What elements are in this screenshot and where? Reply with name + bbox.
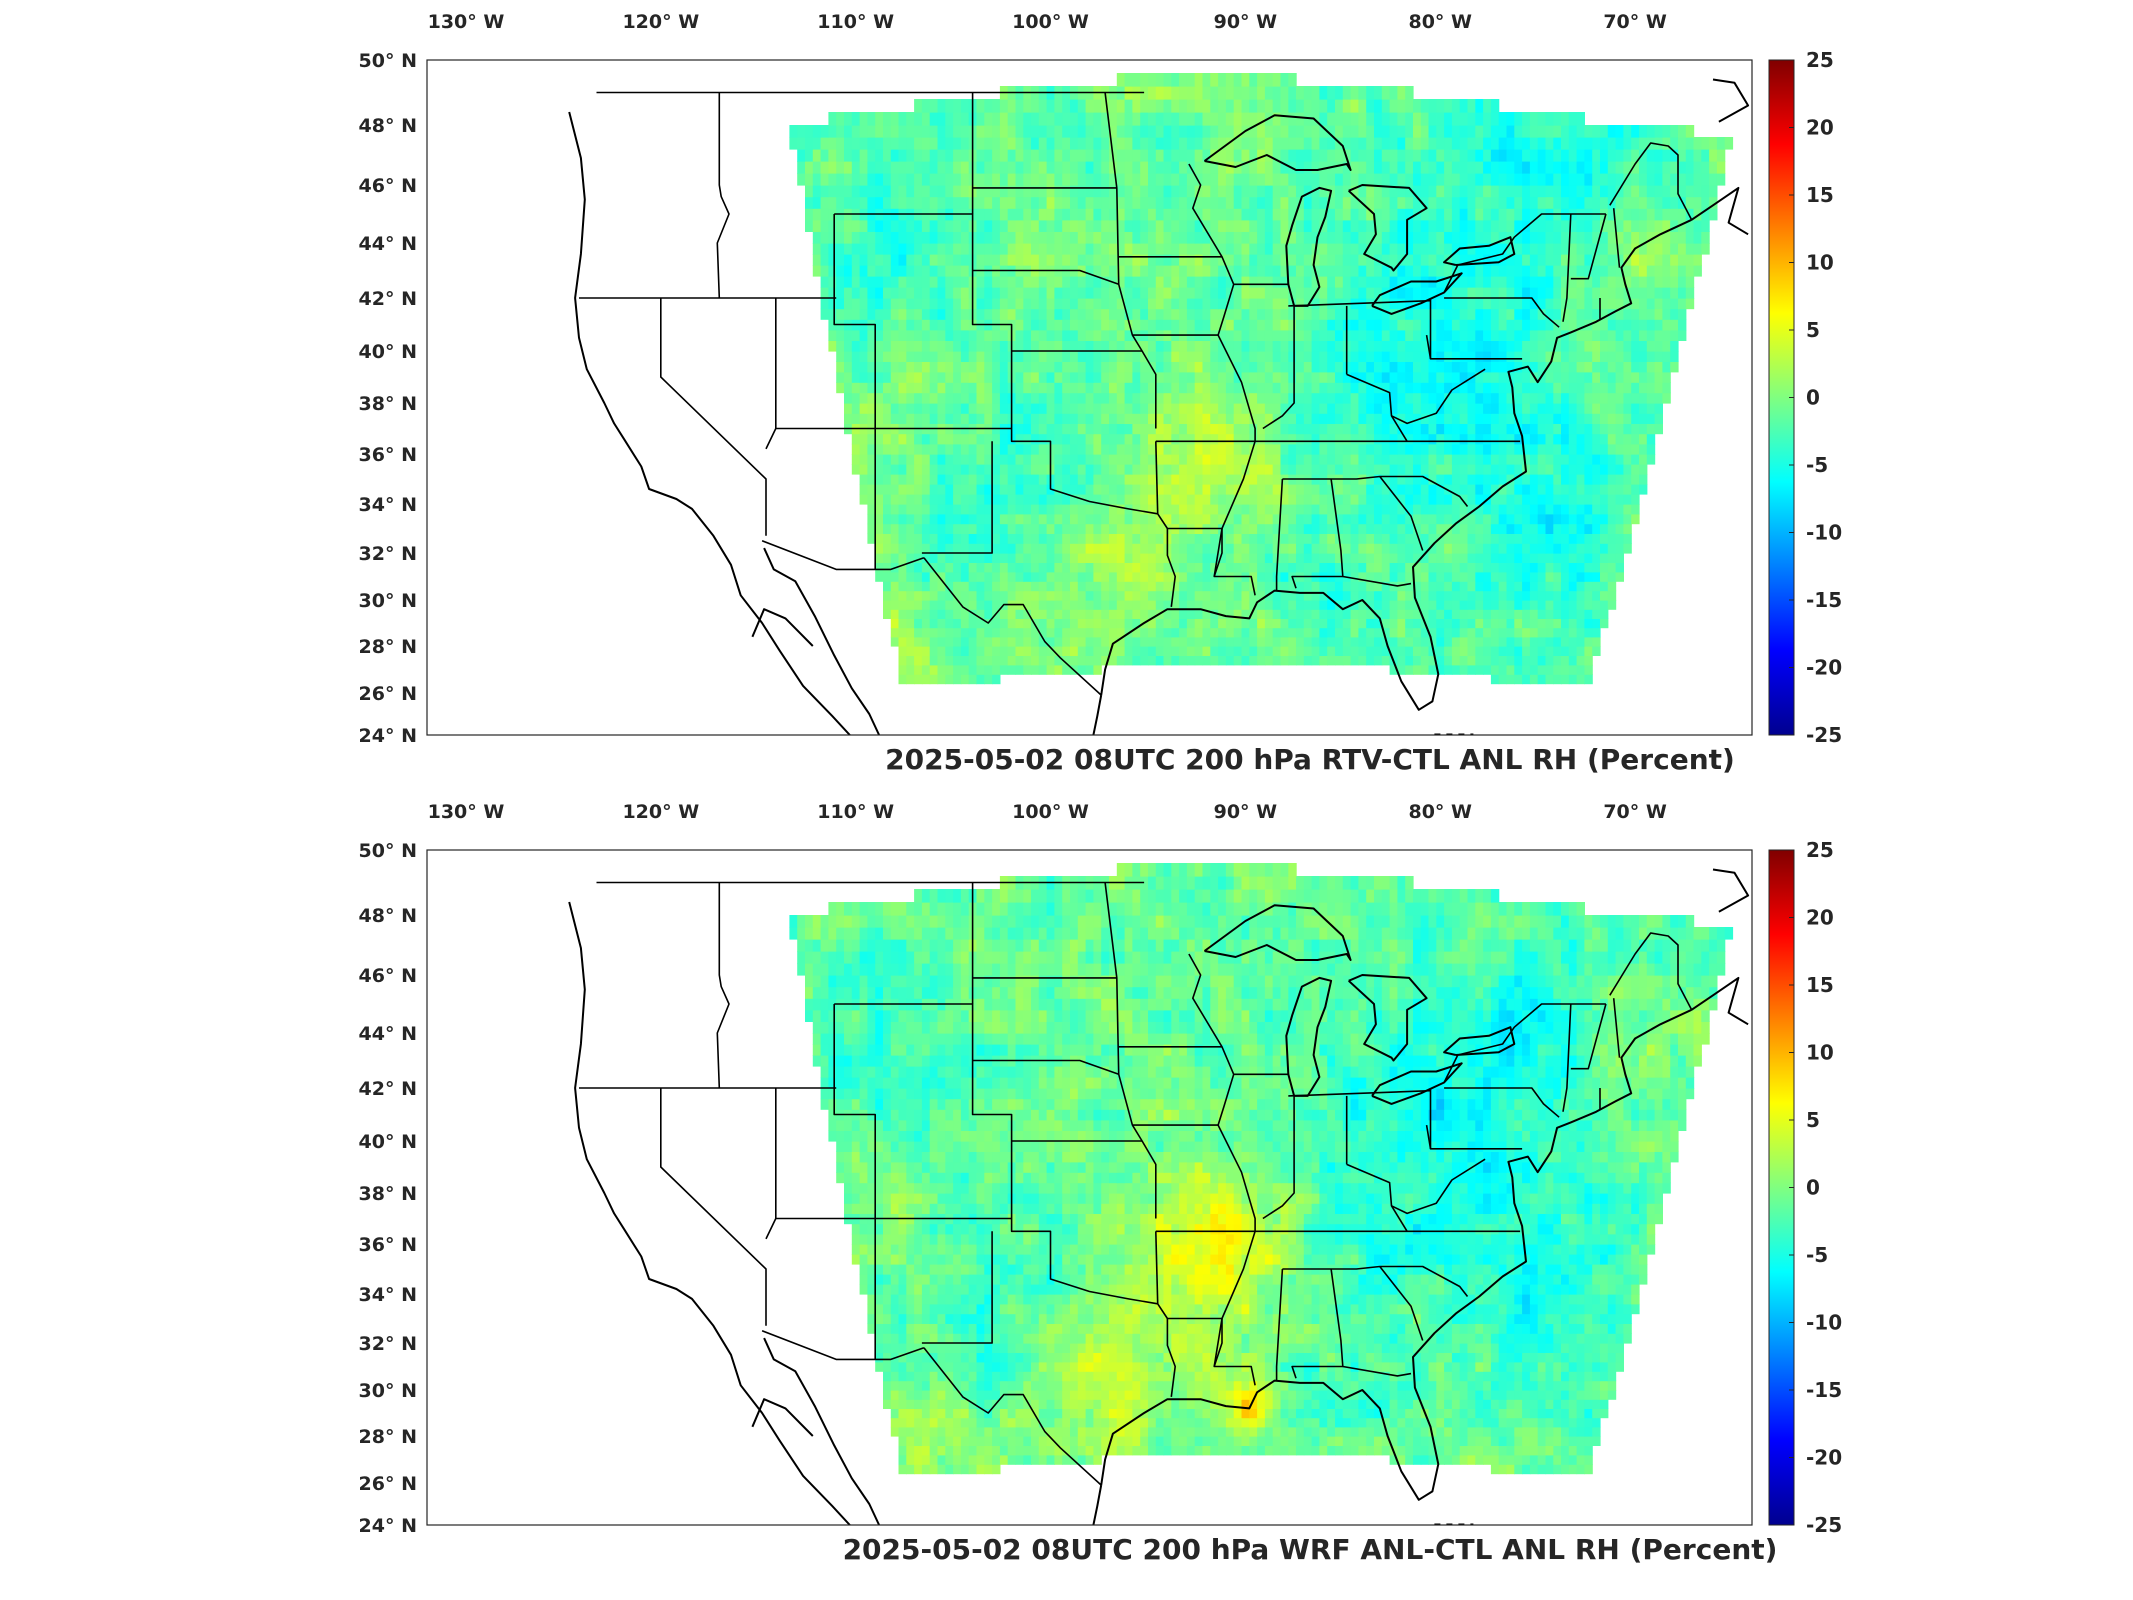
longitude-label: 100° W bbox=[1012, 801, 1089, 823]
latitude-label: 28° N bbox=[359, 1426, 417, 1448]
latitude-label: 46° N bbox=[359, 965, 417, 987]
rh-difference-map: 130° W 120° W 110° W 100° W 90° W 80° W 70° W 5… bbox=[359, 801, 1843, 1537]
latitude-label: 36° N bbox=[359, 1234, 417, 1256]
colorbar-tick-label: -10 bbox=[1806, 1311, 1842, 1335]
latitude-label: 30° N bbox=[359, 590, 417, 612]
longitude-label: 80° W bbox=[1408, 11, 1472, 33]
longitude-label: 110° W bbox=[817, 11, 894, 33]
longitude-label: 130° W bbox=[428, 801, 505, 823]
map-frame bbox=[426, 849, 1753, 1526]
boundaries bbox=[568, 78, 1750, 735]
latitude-label: 38° N bbox=[359, 1183, 417, 1205]
colorbar-tick-label: 15 bbox=[1806, 973, 1834, 997]
latitude-label: 44° N bbox=[359, 1023, 417, 1045]
boundaries bbox=[568, 868, 1750, 1525]
longitude-label: 130° W bbox=[428, 11, 505, 33]
colorbar-tick-label: -5 bbox=[1806, 1243, 1828, 1267]
latitude-label: 50° N bbox=[359, 50, 417, 72]
colorbar-tick-label: 0 bbox=[1806, 386, 1820, 410]
latitude-label: 34° N bbox=[359, 494, 417, 516]
colorbar-tick-label: -15 bbox=[1806, 1378, 1842, 1402]
longitude-label: 70° W bbox=[1603, 801, 1667, 823]
longitude-label: 120° W bbox=[622, 11, 699, 33]
colorbar-tick-label: 10 bbox=[1806, 1041, 1834, 1065]
latitude-label: 48° N bbox=[359, 905, 417, 927]
colorbar-tick-label: 15 bbox=[1806, 183, 1834, 207]
latitude-label: 32° N bbox=[359, 543, 417, 565]
latitude-label: 42° N bbox=[359, 288, 417, 310]
longitude-label: 90° W bbox=[1214, 11, 1278, 33]
colorbar-tick-label: 0 bbox=[1806, 1176, 1820, 1200]
colorbar-tick-label: -25 bbox=[1806, 1513, 1842, 1537]
longitude-label: 110° W bbox=[817, 801, 894, 823]
colorbar-tick-label: 5 bbox=[1806, 1108, 1820, 1132]
latitude-label: 34° N bbox=[359, 1284, 417, 1306]
panel-title: 2025-05-02 08UTC 200 hPa WRF ANL-CTL ANL… bbox=[842, 1533, 1778, 1566]
colorbar-tick-label: -15 bbox=[1806, 588, 1842, 612]
longitude-label: 90° W bbox=[1214, 801, 1278, 823]
colorbar-tick-label: -20 bbox=[1806, 1446, 1842, 1470]
latitude-label: 24° N bbox=[359, 725, 417, 747]
colorbar-tick-label: -10 bbox=[1806, 521, 1842, 545]
longitude-label: 100° W bbox=[1012, 11, 1089, 33]
longitude-label: 70° W bbox=[1603, 11, 1667, 33]
latitude-label: 30° N bbox=[359, 1380, 417, 1402]
map-frame bbox=[426, 59, 1753, 736]
latitude-label: 46° N bbox=[359, 175, 417, 197]
colorbar-tick-label: 20 bbox=[1806, 116, 1834, 140]
latitude-label: 38° N bbox=[359, 393, 417, 415]
colorbar-tick-label: -20 bbox=[1806, 656, 1842, 680]
map-panel-wrf: 130° W 120° W 110° W 100° W 90° W 80° W 70° W 5… bbox=[0, 790, 2133, 1580]
longitude-label: 120° W bbox=[622, 801, 699, 823]
map-panel-rtv: 130° W 120° W 110° W 100° W 90° W 80° W 70° W 5… bbox=[0, 0, 2133, 790]
latitude-label: 44° N bbox=[359, 233, 417, 255]
rh-difference-map: 130° W 120° W 110° W 100° W 90° W 80° W 70° W 5… bbox=[359, 11, 1843, 747]
longitude-label: 80° W bbox=[1408, 801, 1472, 823]
latitude-label: 26° N bbox=[359, 1473, 417, 1495]
rh-field bbox=[789, 73, 1734, 685]
colorbar-tick-label: 25 bbox=[1806, 838, 1834, 862]
latitude-label: 24° N bbox=[359, 1515, 417, 1537]
latitude-label: 40° N bbox=[359, 341, 417, 363]
rh-field bbox=[789, 863, 1734, 1475]
colorbar-tick-label: 5 bbox=[1806, 318, 1820, 342]
latitude-label: 36° N bbox=[359, 444, 417, 466]
colorbar-tick-label: 25 bbox=[1806, 48, 1834, 72]
latitude-label: 28° N bbox=[359, 636, 417, 658]
latitude-label: 42° N bbox=[359, 1078, 417, 1100]
latitude-label: 40° N bbox=[359, 1131, 417, 1153]
latitude-label: 50° N bbox=[359, 840, 417, 862]
panel-title: 2025-05-02 08UTC 200 hPa RTV-CTL ANL RH … bbox=[885, 743, 1735, 776]
colorbar-tick-label: -25 bbox=[1806, 723, 1842, 747]
latitude-label: 48° N bbox=[359, 115, 417, 137]
colorbar-tick-label: 20 bbox=[1806, 906, 1834, 930]
latitude-label: 32° N bbox=[359, 1333, 417, 1355]
colorbar-tick-label: -5 bbox=[1806, 453, 1828, 477]
latitude-label: 26° N bbox=[359, 683, 417, 705]
colorbar-tick-label: 10 bbox=[1806, 251, 1834, 275]
